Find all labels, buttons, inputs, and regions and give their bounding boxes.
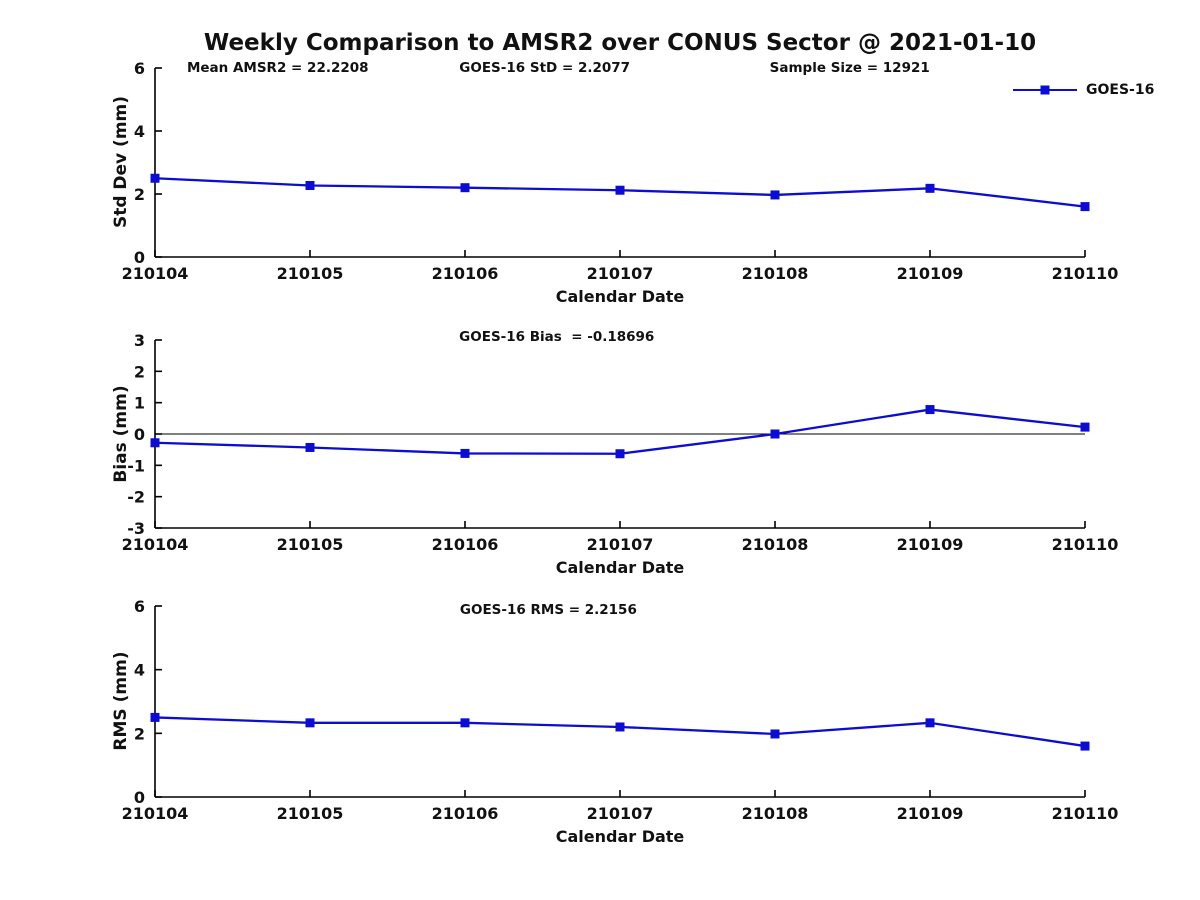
x-tick-label: 210107 [587,264,654,283]
chart-annotation: Mean AMSR2 = 22.2208 [186,60,369,76]
data-point-marker [770,190,780,200]
x-tick-label: 210105 [277,264,344,283]
x-tick-label: 210110 [1052,264,1119,283]
data-point-marker [460,448,470,458]
x-tick-label: 210106 [432,804,499,823]
data-point-marker [305,180,315,190]
x-tick-label: 210110 [1052,804,1119,823]
data-point-marker [770,429,780,439]
x-tick-label: 210108 [742,804,809,823]
y-tick-label: -1 [127,456,145,475]
data-point-marker [150,712,160,722]
x-axis-title: Calendar Date [556,558,685,577]
x-tick-label: 210104 [122,804,189,823]
x-tick-label: 210108 [742,264,809,283]
y-tick-label: 6 [134,59,145,78]
y-axis-label-rms: RMS (mm) [111,651,131,751]
y-tick-label: 3 [134,331,145,350]
series-line [154,408,1086,455]
data-point-marker [150,173,160,183]
data-point-marker [460,183,470,193]
data-point-marker [925,405,935,415]
x-tick-label: 210105 [277,804,344,823]
subplot-std-dev-mm: 0 2 4 6 210104 210105 210106 210107 210108 210109… [122,59,1119,306]
y-axis-label-std-dev: Std Dev (mm) [111,95,131,229]
legend-line-sample [1013,85,1077,95]
data-point-marker [150,438,160,448]
data-point-marker [305,442,315,452]
data-point-marker [615,449,625,459]
x-tick-label: 210109 [897,535,964,554]
y-tick-label: 6 [134,597,145,616]
y-tick-label: 0 [134,788,145,807]
x-tick-label: 210110 [1052,535,1119,554]
x-tick-label: 210104 [122,535,189,554]
subplot-bias-mm: -3 -2 -1 0 1 2 3 210104 210105 210106 210107 210108… [122,331,1119,577]
y-tick-label: 4 [134,661,145,680]
data-point-marker [1080,741,1090,751]
y-tick-label: -2 [127,488,145,507]
y-tick-label: 0 [134,248,145,267]
series-line [154,716,1086,748]
x-tick-label: 210106 [432,535,499,554]
chart-annotation: GOES-16 RMS = 2.2156 [459,602,637,618]
x-tick-label: 210109 [897,264,964,283]
data-point-marker [615,722,625,732]
y-tick-label: 2 [134,362,145,381]
y-tick-label: 4 [134,122,145,141]
x-tick-label: 210107 [587,804,654,823]
chart-annotation: Sample Size = 12921 [769,60,930,76]
data-point-marker [925,718,935,728]
legend-square-marker-icon [1040,85,1050,95]
data-point-marker [305,718,315,728]
x-tick-label: 210105 [277,535,344,554]
chart-annotation: GOES-16 StD = 2.2077 [459,60,631,76]
x-tick-label: 210108 [742,535,809,554]
x-tick-label: 210106 [432,264,499,283]
y-tick-label: -3 [127,519,145,538]
figure-title: Weekly Comparison to AMSR2 over CONUS Se… [203,30,1037,56]
y-tick-label: 2 [134,185,145,204]
x-tick-label: 210107 [587,535,654,554]
y-tick-label: 2 [134,724,145,743]
data-point-marker [770,729,780,739]
data-point-marker [615,185,625,195]
data-point-marker [460,718,470,728]
x-tick-label: 210104 [122,264,189,283]
chart-annotation: GOES-16 Bias = -0.18696 [459,329,655,345]
data-point-marker [1080,422,1090,432]
x-tick-label: 210109 [897,804,964,823]
x-axis-title: Calendar Date [556,287,685,306]
data-point-marker [1080,202,1090,212]
legend-label: GOES-16 [1086,82,1155,98]
legend: GOES-16 [1013,82,1154,98]
x-axis-title: Calendar Date [556,827,685,846]
y-tick-label: 1 [134,394,145,413]
data-point-marker [925,183,935,193]
y-tick-label: 0 [134,425,145,444]
subplot-rms-mm: 0 2 4 6 210104 210105 210106 210107 210108 210109… [122,597,1119,846]
y-axis-label-bias: Bias (mm) [111,385,131,483]
